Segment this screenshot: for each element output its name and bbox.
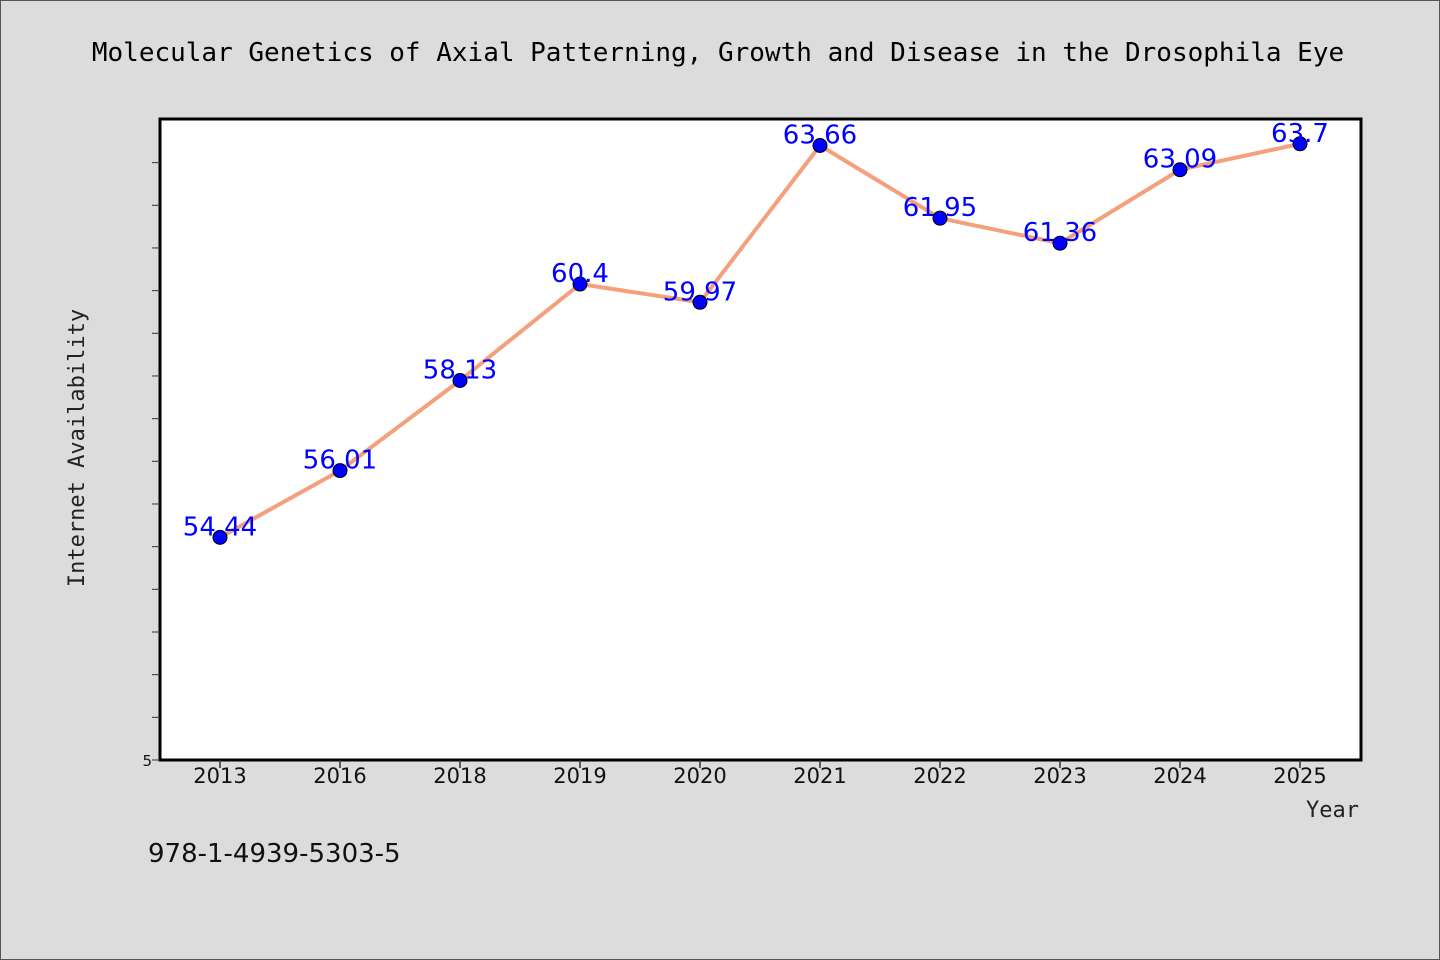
data-label: 63.66 <box>783 120 857 150</box>
series-line-group <box>218 141 1302 540</box>
data-labels-group: 54.44 56.01 58.13 60.4 59.97 63.66 61.95 61.36 6… <box>183 119 1329 543</box>
data-label: 63.7 <box>1271 119 1329 149</box>
data-label: 59.97 <box>663 277 737 307</box>
x-axis-label: Year <box>1306 798 1359 823</box>
data-point <box>332 463 348 479</box>
data-label: 61.36 <box>1023 218 1097 248</box>
data-label: 56.01 <box>303 446 377 476</box>
data-point <box>1052 235 1068 251</box>
x-tick-label: 2016 <box>313 764 366 788</box>
x-tick-label: 2021 <box>793 764 846 788</box>
x-tick-label: 2020 <box>673 764 726 788</box>
series-line <box>218 141 1302 540</box>
plot-area <box>158 117 1363 762</box>
data-label: 63.09 <box>1143 145 1217 175</box>
data-label: 58.13 <box>423 356 497 386</box>
markers-group <box>212 136 1308 545</box>
y-axis-ticks: 5 <box>142 162 160 770</box>
x-tick-label: 2018 <box>433 764 486 788</box>
data-point <box>692 294 708 310</box>
data-point <box>1172 162 1188 178</box>
y-tick-label: 5 <box>142 752 152 770</box>
data-label: 61.95 <box>903 193 977 223</box>
chart-title: Molecular Genetics of Axial Patterning, … <box>92 38 1344 68</box>
x-tick-label: 2013 <box>193 764 246 788</box>
x-tick-label: 2024 <box>1153 764 1206 788</box>
data-point <box>212 529 228 545</box>
data-point <box>452 373 468 389</box>
data-label: 60.4 <box>551 259 609 289</box>
data-point <box>812 137 828 153</box>
x-tick-label: 2019 <box>553 764 606 788</box>
x-tick-label: 2025 <box>1273 764 1326 788</box>
data-point <box>1292 136 1308 152</box>
x-tick-label: 2023 <box>1033 764 1086 788</box>
isbn-label: 978-1-4939-5303-5 <box>148 839 401 869</box>
x-tick-label: 2022 <box>913 764 966 788</box>
data-point <box>572 276 588 292</box>
x-axis-ticks: 2013 2016 2018 2019 2020 2021 2022 2023 2024 2025 <box>193 760 1327 788</box>
data-label: 54.44 <box>183 512 257 542</box>
data-point <box>932 210 948 226</box>
y-axis-label: Internet Availability <box>65 309 90 587</box>
